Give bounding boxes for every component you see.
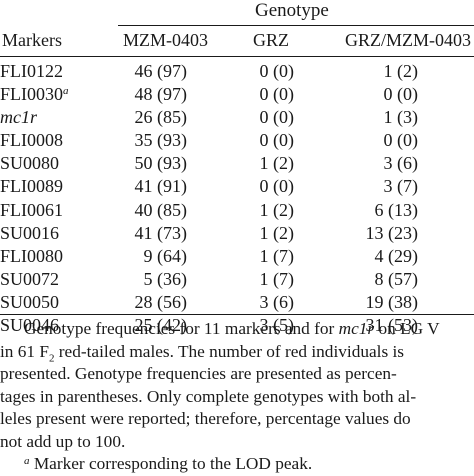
cell-grz: 1 (7) — [259, 245, 295, 266]
marker-name: FLI0080 — [0, 245, 63, 266]
cell-grz: 0 (0) — [259, 61, 295, 81]
note-line: Genotype frequencies for 11 markers and … — [24, 319, 440, 338]
column-header-grz-mzm-0403: GRZ/MZM-0403 — [345, 30, 471, 50]
table-row: SU0050 28 (56) 3 (6) 19 (38) — [0, 291, 474, 314]
table-row: FLI0089 41 (91) 0 (0) 3 (7) — [0, 175, 474, 198]
column-header-grz: GRZ — [253, 30, 289, 50]
table-row: FLI0008 35 (93) 0 (0) 0 (0) — [0, 129, 474, 152]
table-bottom-rule — [0, 314, 474, 315]
cell-grz-mzm-0403: 19 (38) — [365, 291, 419, 312]
marker-name: SU0050 — [0, 291, 60, 312]
footnote: a Marker corresponding to the LOD peak. — [24, 454, 313, 473]
note-line: tages in parentheses. Only complete geno… — [0, 386, 417, 406]
table-row: SU0072 5 (36) 1 (7) 8 (57) — [0, 268, 474, 291]
cell-mzm-0403: 26 (85) — [134, 107, 188, 128]
note-line: leles present were reported; therefore, … — [0, 409, 411, 428]
cell-grz-mzm-0403: 0 (0) — [383, 130, 419, 151]
genotype-group-header: Genotype — [255, 0, 329, 21]
marker-name: FLI0008 — [0, 130, 63, 151]
table-notes: Genotype frequencies for 11 markers and … — [0, 318, 474, 476]
table-row: FLI0122 46 (97) 0 (0) 1 (2) — [0, 60, 474, 83]
group-header-rule — [118, 25, 474, 26]
column-header-mzm-0403: MZM-0403 — [123, 30, 208, 50]
cell-mzm-0403: 35 (93) — [134, 130, 188, 151]
cell-mzm-0403: 40 (85) — [134, 199, 188, 220]
marker-name: SU0080 — [0, 153, 60, 174]
cell-grz-mzm-0403: 31 (53) — [365, 315, 419, 336]
marker-name: FLI0122 — [0, 61, 63, 81]
cell-grz-mzm-0403: 1 (3) — [383, 107, 419, 128]
marker-name: FLI0061 — [0, 199, 63, 220]
marker-name: SU0016 — [0, 222, 60, 243]
cell-mzm-0403: 48 (97) — [134, 84, 188, 105]
cell-grz-mzm-0403: 1 (2) — [383, 61, 419, 81]
cell-grz: 0 (0) — [259, 176, 295, 197]
cell-mzm-0403: 28 (56) — [134, 291, 188, 312]
marker-name: FLI0089 — [0, 176, 63, 197]
cell-grz: 0 (0) — [259, 84, 295, 105]
table-row: SU0080 50 (93) 1 (2) 3 (6) — [0, 152, 474, 175]
cell-grz: 1 (2) — [259, 153, 295, 174]
note-line: in 61 F2 red-tailed males. The number of… — [0, 341, 405, 364]
marker-name: mc1r — [0, 107, 37, 128]
cell-mzm-0403: 9 (64) — [143, 245, 188, 266]
table-row: SU0046 25 (42) 3 (5) 31 (53) — [0, 314, 474, 337]
cell-grz-mzm-0403: 4 (29) — [374, 245, 419, 266]
cell-grz: 0 (0) — [259, 130, 295, 151]
cell-grz-mzm-0403: 3 (6) — [383, 153, 419, 174]
marker-name: FLI0030a — [0, 84, 69, 105]
cell-grz-mzm-0403: 8 (57) — [374, 268, 419, 289]
cell-grz: 3 (6) — [259, 291, 295, 312]
cell-mzm-0403: 41 (73) — [134, 222, 188, 243]
header-rule — [0, 56, 474, 57]
cell-grz-mzm-0403: 0 (0) — [383, 84, 419, 105]
table-row: FLI0080 9 (64) 1 (7) 4 (29) — [0, 245, 474, 268]
note-line: presented. Genotype frequencies are pres… — [0, 364, 397, 383]
table-row: mc1r 26 (85) 0 (0) 1 (3) — [0, 106, 474, 129]
cell-grz-mzm-0403: 3 (7) — [383, 176, 419, 197]
cell-mzm-0403: 41 (91) — [134, 176, 188, 197]
marker-name: SU0072 — [0, 268, 60, 289]
cell-mzm-0403: 50 (93) — [134, 153, 188, 174]
cell-grz: 1 (2) — [259, 222, 295, 243]
cell-grz-mzm-0403: 13 (23) — [365, 222, 419, 243]
table-body: FLI0122 46 (97) 0 (0) 1 (2) FLI0030a 48 … — [0, 60, 474, 337]
table-row: FLI0061 40 (85) 1 (2) 6 (13) — [0, 199, 474, 222]
cell-grz: 1 (2) — [259, 199, 295, 220]
cell-mzm-0403: 46 (97) — [134, 61, 188, 81]
cell-grz-mzm-0403: 6 (13) — [374, 199, 419, 220]
footnote-marker: a — [63, 85, 69, 98]
cell-mzm-0403: 25 (42) — [134, 315, 188, 336]
column-header-markers: Markers — [2, 30, 62, 50]
cell-mzm-0403: 5 (36) — [143, 268, 188, 289]
cell-grz: 3 (5) — [259, 315, 295, 336]
marker-name: SU0046 — [0, 315, 60, 336]
note-line: not add up to 100. — [0, 431, 126, 451]
table-row: FLI0030a 48 (97) 0 (0) 0 (0) — [0, 83, 474, 106]
table-row: SU0016 41 (73) 1 (2) 13 (23) — [0, 222, 474, 245]
cell-grz: 1 (7) — [259, 268, 295, 289]
cell-grz: 0 (0) — [259, 107, 295, 128]
